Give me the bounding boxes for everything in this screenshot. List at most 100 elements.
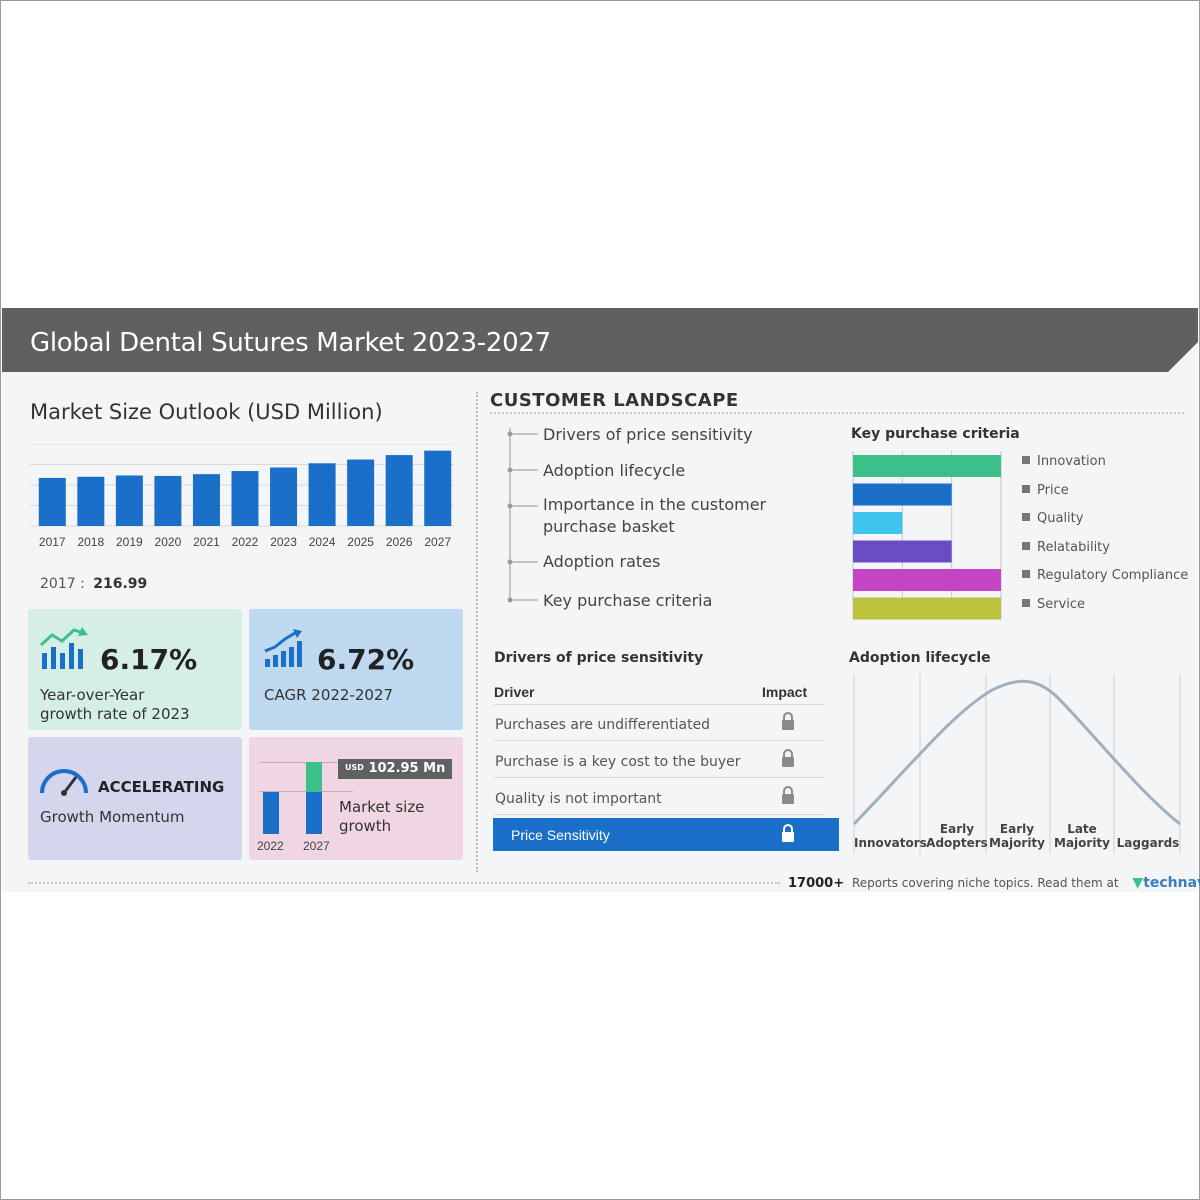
bar-2022: [231, 471, 259, 526]
yoy-card: 6.17% Year-over-Year growth rate of 2023: [28, 609, 242, 730]
kpc-legend-item: Price: [1022, 483, 1069, 498]
base-year-label: 2017 :: [40, 576, 85, 592]
landscape-item-continued: purchase basket: [543, 517, 675, 536]
legend-label: Service: [1037, 596, 1086, 612]
speedometer-icon: [40, 769, 88, 796]
adoption-stage-label: Early Adopters: [923, 822, 991, 850]
legend-label: Price: [1037, 482, 1069, 498]
growth-label-line2: growth: [339, 817, 392, 835]
lock-icon: [782, 824, 794, 842]
legend-square-icon: [1022, 598, 1030, 607]
tick-label-2027: 2027: [424, 535, 451, 549]
customer-landscape-rule: [490, 412, 1184, 414]
growth-badge-currency: USD: [345, 763, 364, 772]
stage-label-line2: Innovators: [854, 836, 927, 850]
growth-year-end: 2027: [303, 839, 330, 853]
kpc-bar-service: [853, 597, 1001, 620]
brand-name: technavio: [1143, 875, 1200, 891]
footer-text: Reports covering niche topics. Read them…: [851, 876, 1119, 890]
growth-bar-2027-increment: [306, 762, 322, 792]
footer-count: 17000+: [788, 876, 845, 891]
bar-2024: [308, 463, 336, 526]
landscape-item: Importance in the customer: [543, 495, 767, 514]
adoption-chart: [852, 674, 1181, 854]
stage-label-line2: Majority: [989, 836, 1045, 850]
chart-tick-labels: 2017 2018 2019 2020 2021 2022 2023 2024 2025 2026…: [39, 535, 451, 549]
momentum-label: Growth Momentum: [40, 808, 185, 826]
adoption-stage-label: Laggards: [1114, 822, 1182, 850]
growth-bars-icon: [264, 629, 302, 667]
stage-label-line1: [854, 822, 922, 836]
kpc-bar-innovation: [853, 455, 1001, 477]
momentum-card: ACCELERATING Growth Momentum: [28, 737, 242, 860]
table-row: Quality is not important: [494, 779, 824, 815]
legend-square-icon: [1022, 484, 1030, 493]
bar-2023: [270, 467, 298, 526]
tick-label-2022: 2022: [232, 535, 259, 549]
legend-square-icon: [1022, 541, 1030, 550]
price-sensitivity-summary-row: Price Sensitivity: [493, 818, 839, 851]
base-year-value: 216.99: [93, 576, 148, 592]
bar-2026: [385, 455, 413, 526]
landscape-item: Key purchase criteria: [543, 591, 713, 610]
landscape-item: Drivers of price sensitivity: [543, 425, 753, 444]
adoption-stage-label: Early Majority: [983, 822, 1051, 850]
stage-label-line2: Majority: [1054, 836, 1110, 850]
kpc-bar-quality: [853, 512, 903, 534]
tick-label-2019: 2019: [116, 535, 143, 549]
legend-square-icon: [1022, 513, 1030, 521]
yoy-label-line2: growth rate of 2023: [40, 705, 190, 723]
yoy-value: 6.17%: [100, 643, 198, 676]
lock-icon: [782, 712, 794, 730]
growth-label-line1: Market size: [339, 798, 425, 816]
stage-label-line1: Early: [939, 822, 975, 836]
kpc-legend-item: Relatability: [1022, 540, 1110, 555]
legend-label: Relatability: [1037, 539, 1110, 555]
footer-rule: [28, 882, 780, 884]
bar-2027: [424, 450, 452, 526]
tick-label-2021: 2021: [193, 535, 220, 549]
brand-logo[interactable]: ▼technavio: [1132, 875, 1200, 891]
stage-label-line2: Adopters: [926, 836, 988, 850]
price-sensitivity-title: Drivers of price sensitivity: [494, 650, 704, 666]
price-sensitivity-summary-label: Price Sensitivity: [511, 827, 610, 843]
landscape-tree-lines: [507, 428, 538, 603]
legend-label: Regulatory Compliance: [1037, 568, 1189, 583]
driver-column-header: Driver: [494, 684, 535, 700]
bar-2018: [77, 476, 105, 526]
growth-year-start: 2022: [257, 839, 284, 853]
tick-label-2025: 2025: [347, 535, 374, 549]
footer: 17000+ Reports covering niche topics. Re…: [788, 875, 1200, 891]
kpc-legend-item: Regulatory Compliance: [1022, 568, 1188, 583]
tick-label-2024: 2024: [309, 535, 336, 549]
stage-label-line1: [1114, 822, 1182, 836]
kpc-title: Key purchase criteria: [851, 426, 1020, 442]
yoy-label-line1: Year-over-Year: [40, 686, 145, 704]
legend-label: Quality: [1037, 511, 1084, 526]
adoption-stage-label: Innovators: [854, 822, 927, 850]
kpc-bars: [853, 455, 1001, 620]
stage-label-line1: Early: [999, 822, 1035, 836]
adoption-stage-label: Late Majority: [1048, 822, 1116, 850]
tick-label-2018: 2018: [77, 535, 104, 549]
legend-square-icon: [1022, 570, 1030, 578]
driver-cell: Purchase is a key cost to the buyer: [495, 754, 741, 770]
cagr-value: 6.72%: [317, 643, 415, 676]
landscape-item: Adoption lifecycle: [543, 461, 686, 480]
stage-label-line1: Late: [1067, 822, 1097, 836]
tick-label-2023: 2023: [270, 535, 297, 549]
base-year-readout: 2017 : 216.99: [40, 576, 147, 592]
growth-bar-2022: [263, 792, 279, 834]
page-title: Global Dental Sutures Market 2023-2027: [30, 328, 551, 358]
growth-badge: USD 102.95 Mn: [338, 759, 452, 779]
growth-bar-2027-base: [306, 792, 322, 834]
growth-bars-icon: [39, 627, 88, 669]
kpc-legend-item: Quality: [1022, 511, 1083, 526]
table-row: Purchase is a key cost to the buyer: [494, 742, 824, 778]
kpc-legend-item: Innovation: [1022, 454, 1106, 469]
bar-2020: [154, 475, 182, 526]
kpc-chart: [852, 451, 1002, 620]
tick-label-2020: 2020: [155, 535, 182, 549]
stage-label-line2: Laggards: [1116, 836, 1180, 850]
table-header-rule: [494, 704, 824, 705]
